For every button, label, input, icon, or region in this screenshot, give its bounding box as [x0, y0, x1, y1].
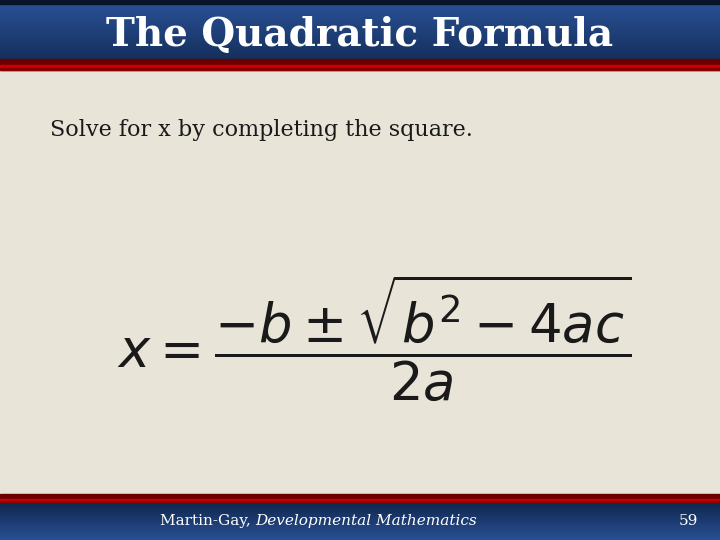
Bar	[0, 66, 720, 68]
Bar	[0, 30, 720, 31]
Bar	[0, 12, 720, 13]
Bar	[0, 22, 720, 23]
Bar	[0, 2, 720, 3]
Text: The Quadratic Formula: The Quadratic Formula	[107, 16, 613, 54]
Bar	[0, 4, 720, 5]
Bar	[0, 3, 720, 4]
Bar	[0, 58, 720, 59]
Bar	[0, 11, 720, 12]
Bar	[0, 27, 720, 28]
Bar	[0, 45, 720, 46]
Bar	[0, 44, 720, 45]
Bar	[0, 38, 720, 39]
Bar	[0, 65, 720, 66]
Bar	[0, 68, 720, 69]
Bar	[0, 48, 720, 49]
Bar	[0, 20, 720, 21]
Bar	[0, 16, 720, 17]
Bar	[0, 1, 720, 2]
Bar	[0, 5, 720, 6]
Bar	[0, 59, 720, 60]
Bar	[0, 6, 720, 7]
Bar	[0, 43, 720, 44]
Bar	[0, 62, 720, 63]
Bar	[0, 494, 720, 498]
Bar	[0, 41, 720, 42]
Bar	[0, 13, 720, 14]
Bar	[0, 66, 720, 67]
Bar	[0, 19, 720, 20]
Bar	[0, 36, 720, 37]
Bar	[0, 40, 720, 41]
Bar	[0, 65, 720, 68]
Bar	[0, 29, 720, 30]
Bar	[0, 9, 720, 10]
Bar	[0, 15, 720, 16]
Bar	[0, 63, 720, 64]
Bar	[0, 25, 720, 26]
Bar	[0, 33, 720, 34]
Bar	[0, 64, 720, 65]
Bar	[0, 60, 720, 62]
Bar	[0, 8, 720, 9]
Bar	[0, 31, 720, 32]
Bar	[0, 49, 720, 50]
Bar	[0, 32, 720, 33]
Text: Developmental Mathematics: Developmental Mathematics	[256, 514, 477, 528]
Bar	[0, 57, 720, 58]
Bar	[0, 56, 720, 57]
Text: Martin-Gay,: Martin-Gay,	[160, 514, 256, 528]
Bar	[0, 53, 720, 55]
Bar	[0, 501, 720, 502]
Bar	[0, 499, 720, 501]
Text: 59: 59	[679, 514, 698, 528]
Text: $x = \dfrac{-b \pm \sqrt{b^2 - 4ac}}{2a}$: $x = \dfrac{-b \pm \sqrt{b^2 - 4ac}}{2a}…	[117, 273, 631, 403]
Bar	[0, 52, 720, 53]
Bar	[0, 46, 720, 48]
Bar	[0, 68, 720, 70]
Bar	[0, 18, 720, 19]
Bar	[0, 23, 720, 24]
Bar	[0, 28, 720, 29]
Bar	[0, 69, 720, 70]
Text: Solve for x by completing the square.: Solve for x by completing the square.	[50, 119, 473, 141]
Bar	[0, 0, 720, 4]
Bar	[0, 59, 720, 64]
Bar	[0, 35, 720, 36]
Bar	[0, 0, 720, 1]
Bar	[0, 21, 720, 22]
Bar	[0, 51, 720, 52]
Bar	[0, 55, 720, 56]
Bar	[0, 39, 720, 40]
Bar	[0, 37, 720, 38]
Bar	[0, 14, 720, 15]
Bar	[0, 34, 720, 35]
Bar	[0, 50, 720, 51]
Bar	[0, 7, 720, 8]
Bar	[0, 42, 720, 43]
Bar	[0, 26, 720, 27]
